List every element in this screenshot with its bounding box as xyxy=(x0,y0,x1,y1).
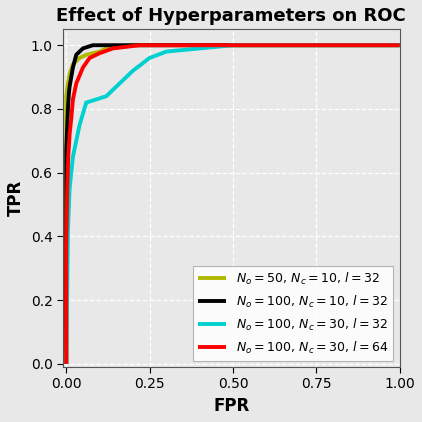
$N_o = 100,\, N_c = 30,\, l = 32$ xyxy=(84,100,89,105)
$N_o = 100,\, N_c = 30,\, l = 64$ xyxy=(70,97,76,102)
$N_o = 100,\, N_c = 30,\, l = 32$ xyxy=(114,84,119,89)
$N_o = 100,\, N_c = 10,\, l = 32$ xyxy=(69,75,74,80)
Line: $N_o = 100,\, N_c = 30,\, l = 32$: $N_o = 100,\, N_c = 30,\, l = 32$ xyxy=(66,45,400,364)
$N_o = 100,\, N_c = 30,\, l = 32$ xyxy=(64,361,69,366)
$N_o = 100,\, N_c = 30,\, l = 64$ xyxy=(67,132,72,137)
$N_o = 100,\, N_c = 30,\, l = 64$ xyxy=(74,81,79,86)
$N_o = 100,\, N_c = 10,\, l = 32$ xyxy=(64,148,69,153)
$N_o = 100,\, N_c = 10,\, l = 32$ xyxy=(66,90,71,95)
$N_o = 100,\, N_c = 30,\, l = 32$ xyxy=(197,46,202,51)
$N_o = 50,\, N_c = 10,\, l = 32$ xyxy=(114,44,119,49)
$N_o = 100,\, N_c = 30,\, l = 64$ xyxy=(64,361,69,366)
$N_o = 50,\, N_c = 10,\, l = 32$ xyxy=(65,81,70,86)
$N_o = 50,\, N_c = 10,\, l = 32$ xyxy=(124,43,129,49)
$N_o = 100,\, N_c = 30,\, l = 32$ xyxy=(230,43,235,48)
$N_o = 100,\, N_c = 30,\, l = 32$ xyxy=(64,361,69,366)
$N_o = 100,\, N_c = 30,\, l = 32$ xyxy=(147,55,152,60)
$N_o = 50,\, N_c = 10,\, l = 32$ xyxy=(130,43,135,48)
Y-axis label: TPR: TPR xyxy=(7,180,25,216)
X-axis label: FPR: FPR xyxy=(213,397,249,415)
$N_o = 100,\, N_c = 10,\, l = 32$ xyxy=(64,361,69,366)
$N_o = 100,\, N_c = 10,\, l = 32$ xyxy=(70,65,76,70)
$N_o = 100,\, N_c = 30,\, l = 64$ xyxy=(80,65,85,70)
Line: $N_o = 100,\, N_c = 30,\, l = 64$: $N_o = 100,\, N_c = 30,\, l = 64$ xyxy=(66,45,400,364)
$N_o = 100,\, N_c = 30,\, l = 64$ xyxy=(64,243,69,249)
$N_o = 50,\, N_c = 10,\, l = 32$ xyxy=(97,49,102,54)
$N_o = 100,\, N_c = 10,\, l = 32$ xyxy=(74,52,79,57)
$N_o = 100,\, N_c = 30,\, l = 32$ xyxy=(397,43,402,48)
$N_o = 50,\, N_c = 10,\, l = 32$ xyxy=(67,71,72,76)
$N_o = 100,\, N_c = 30,\, l = 64$ xyxy=(65,186,70,191)
$N_o = 100,\, N_c = 10,\, l = 32$ xyxy=(64,361,69,366)
$N_o = 100,\, N_c = 30,\, l = 64$ xyxy=(66,154,71,159)
$N_o = 100,\, N_c = 30,\, l = 32$ xyxy=(104,94,109,99)
$N_o = 50,\, N_c = 10,\, l = 32$ xyxy=(77,55,82,60)
$N_o = 100,\, N_c = 30,\, l = 64$ xyxy=(397,43,402,48)
$N_o = 50,\, N_c = 10,\, l = 32$ xyxy=(397,43,402,48)
$N_o = 100,\, N_c = 10,\, l = 32$ xyxy=(65,122,70,127)
$N_o = 100,\, N_c = 30,\, l = 64$ xyxy=(124,44,129,49)
$N_o = 100,\, N_c = 30,\, l = 32$ xyxy=(65,227,70,233)
$N_o = 100,\, N_c = 30,\, l = 64$ xyxy=(137,43,142,48)
Title: Effect of Hyperparameters on ROC: Effect of Hyperparameters on ROC xyxy=(57,7,406,25)
$N_o = 100,\, N_c = 30,\, l = 32$ xyxy=(70,154,76,159)
$N_o = 50,\, N_c = 10,\, l = 32$ xyxy=(70,62,76,67)
$N_o = 50,\, N_c = 10,\, l = 32$ xyxy=(90,51,95,56)
$N_o = 50,\, N_c = 10,\, l = 32$ xyxy=(64,361,69,366)
$N_o = 100,\, N_c = 30,\, l = 32$ xyxy=(67,186,72,191)
$N_o = 100,\, N_c = 30,\, l = 32$ xyxy=(164,49,169,54)
$N_o = 100,\, N_c = 30,\, l = 64$ xyxy=(97,51,102,56)
$N_o = 100,\, N_c = 30,\, l = 32$ xyxy=(77,122,82,127)
$N_o = 50,\, N_c = 10,\, l = 32$ xyxy=(64,94,69,99)
$N_o = 100,\, N_c = 10,\, l = 32$ xyxy=(65,106,70,111)
$N_o = 100,\, N_c = 30,\, l = 32$ xyxy=(94,97,99,102)
$N_o = 100,\, N_c = 30,\, l = 64$ xyxy=(69,116,74,121)
$N_o = 100,\, N_c = 30,\, l = 64$ xyxy=(111,46,116,51)
$N_o = 100,\, N_c = 10,\, l = 32$ xyxy=(80,46,85,51)
$N_o = 100,\, N_c = 30,\, l = 32$ xyxy=(130,68,135,73)
$N_o = 50,\, N_c = 10,\, l = 32$ xyxy=(64,361,69,366)
Line: $N_o = 100,\, N_c = 10,\, l = 32$: $N_o = 100,\, N_c = 10,\, l = 32$ xyxy=(66,45,400,364)
$N_o = 100,\, N_c = 10,\, l = 32$ xyxy=(67,84,72,89)
$N_o = 100,\, N_c = 10,\, l = 32$ xyxy=(90,43,95,48)
$N_o = 100,\, N_c = 10,\, l = 32$ xyxy=(397,43,402,48)
Legend: $N_o = 50,\, N_c = 10,\, l = 32$, $N_o = 100,\, N_c = 10,\, l = 32$, $N_o = 100,: $N_o = 50,\, N_c = 10,\, l = 32$, $N_o =… xyxy=(193,266,393,361)
$N_o = 100,\, N_c = 30,\, l = 64$ xyxy=(87,55,92,60)
$N_o = 50,\, N_c = 10,\, l = 32$ xyxy=(104,46,109,51)
$N_o = 50,\, N_c = 10,\, l = 32$ xyxy=(84,52,89,57)
Line: $N_o = 50,\, N_c = 10,\, l = 32$: $N_o = 50,\, N_c = 10,\, l = 32$ xyxy=(66,45,400,364)
